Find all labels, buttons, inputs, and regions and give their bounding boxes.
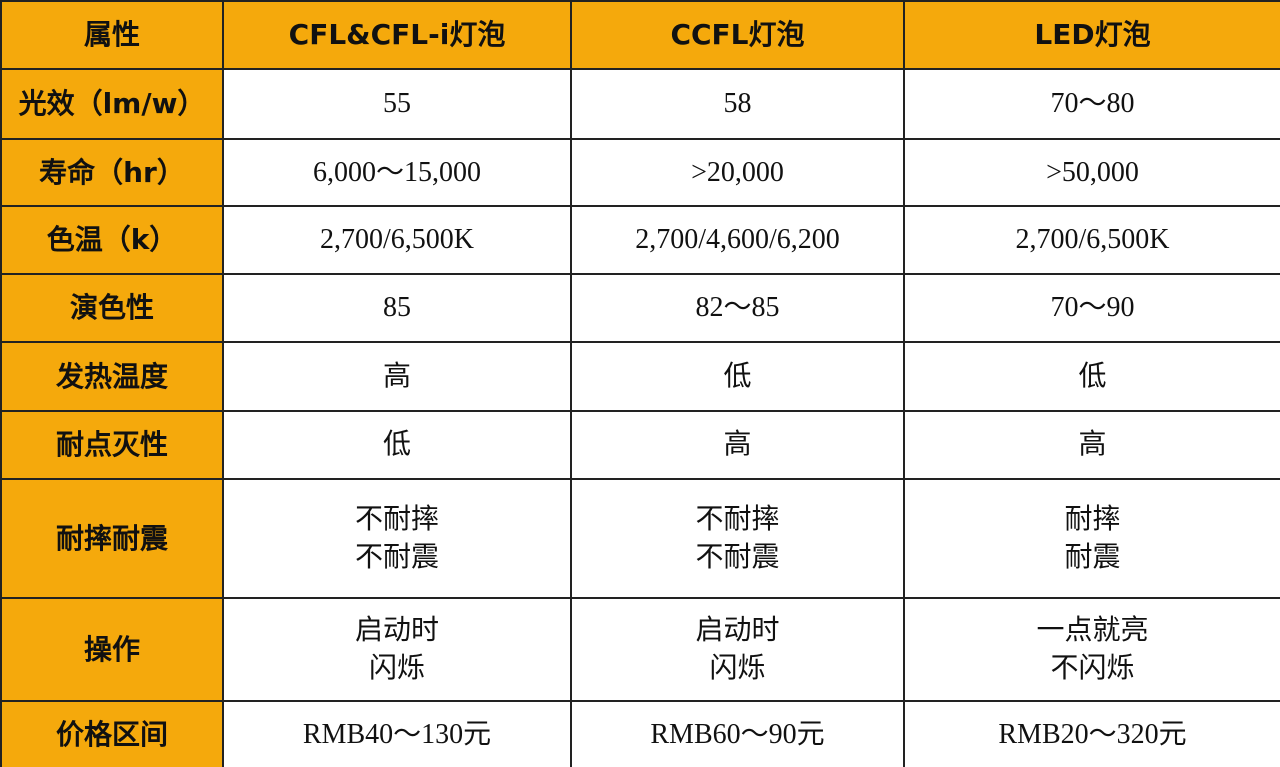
cell-line: 不耐震 xyxy=(354,541,439,573)
table-row: 价格区间 RMB40～130元 RMB60～90元 RMB20～320元 xyxy=(0,700,1280,767)
cell-line: 启动时 xyxy=(354,614,439,646)
data-cell: 高 xyxy=(570,410,905,480)
header-cell: 耐点灭性 xyxy=(0,410,224,480)
cell-line: 不耐摔 xyxy=(695,503,780,535)
data-cell: 高 xyxy=(903,410,1280,480)
data-cell: 58 xyxy=(570,68,905,140)
data-cell: RMB40～130元 xyxy=(222,700,572,767)
data-cell: RMB60～90元 xyxy=(570,700,905,767)
data-cell: 低 xyxy=(570,341,905,412)
table-row: 发热温度高低低 xyxy=(0,341,1280,412)
header-cell: 演色性 xyxy=(0,273,224,343)
table-row: 操作 启动时 闪烁 启动时 闪烁 一点就亮 不闪烁 xyxy=(0,597,1280,702)
header-cell: LED灯泡 xyxy=(903,0,1280,70)
header-cell: 色温（k） xyxy=(0,205,224,275)
data-cell: 2,700/6,500K xyxy=(222,205,572,275)
data-cell: 2,700/4,600/6,200 xyxy=(570,205,905,275)
cell-line: 不耐震 xyxy=(695,541,780,573)
header-cell: 属性 xyxy=(0,0,224,70)
data-cell: 低 xyxy=(222,410,572,480)
table-row: 色温（k） 2,700/6,500K 2,700/4,600/6,200 2,700/… xyxy=(0,205,1280,275)
cell-line: 闪烁 xyxy=(709,652,766,684)
header-cell: CCFL灯泡 xyxy=(570,0,905,70)
cell-line: 不闪烁 xyxy=(1050,652,1135,684)
data-cell: 高 xyxy=(222,341,572,412)
table-row: 演色性 85 82～85 70～90 xyxy=(0,273,1280,343)
header-cell: 耐摔耐震 xyxy=(0,478,224,599)
table-row: 寿命（hr） 6,000～15,000 >20,000 >50,000 xyxy=(0,138,1280,207)
header-cell: 光效（lm/w） xyxy=(0,68,224,140)
data-cell: >50,000 xyxy=(903,138,1280,207)
data-cell: 低 xyxy=(903,341,1280,412)
cell-line: 耐震 xyxy=(1064,541,1121,573)
header-row: 属性 CFL&CFL-i灯泡 CCFL灯泡 LED灯泡 xyxy=(0,0,1280,70)
data-cell: 70～90 xyxy=(903,273,1280,343)
header-cell: 操作 xyxy=(0,597,224,702)
data-cell: 85 xyxy=(222,273,572,343)
data-cell: 55 xyxy=(222,68,572,140)
table-row: 光效（lm/w） 55 58 70～80 xyxy=(0,68,1280,140)
data-cell: 6,000～15,000 xyxy=(222,138,572,207)
cell-line: 启动时 xyxy=(695,614,780,646)
data-cell: >20,000 xyxy=(570,138,905,207)
header-cell: 寿命（hr） xyxy=(0,138,224,207)
data-cell: 2,700/6,500K xyxy=(903,205,1280,275)
cell-line: 闪烁 xyxy=(368,652,425,684)
header-cell: CFL&CFL-i灯泡 xyxy=(222,0,572,70)
data-cell: 不耐摔 不耐震 xyxy=(570,478,905,599)
cell-line: 一点就亮 xyxy=(1036,614,1149,646)
data-cell: RMB20～320元 xyxy=(903,700,1280,767)
cell-line: 不耐摔 xyxy=(354,503,439,535)
data-cell: 不耐摔 不耐震 xyxy=(222,478,572,599)
header-cell: 发热温度 xyxy=(0,341,224,412)
data-cell: 启动时 闪烁 xyxy=(222,597,572,702)
data-cell: 82～85 xyxy=(570,273,905,343)
data-cell: 70～80 xyxy=(903,68,1280,140)
table-row: 耐点灭性低高高 xyxy=(0,410,1280,480)
data-cell: 耐摔 耐震 xyxy=(903,478,1280,599)
cell-line: 耐摔 xyxy=(1064,503,1121,535)
table-row: 耐摔耐震 不耐摔 不耐震 不耐摔 不耐震 耐摔 耐震 xyxy=(0,478,1280,599)
data-cell: 启动时 闪烁 xyxy=(570,597,905,702)
data-cell: 一点就亮 不闪烁 xyxy=(903,597,1280,702)
header-cell: 价格区间 xyxy=(0,700,224,767)
